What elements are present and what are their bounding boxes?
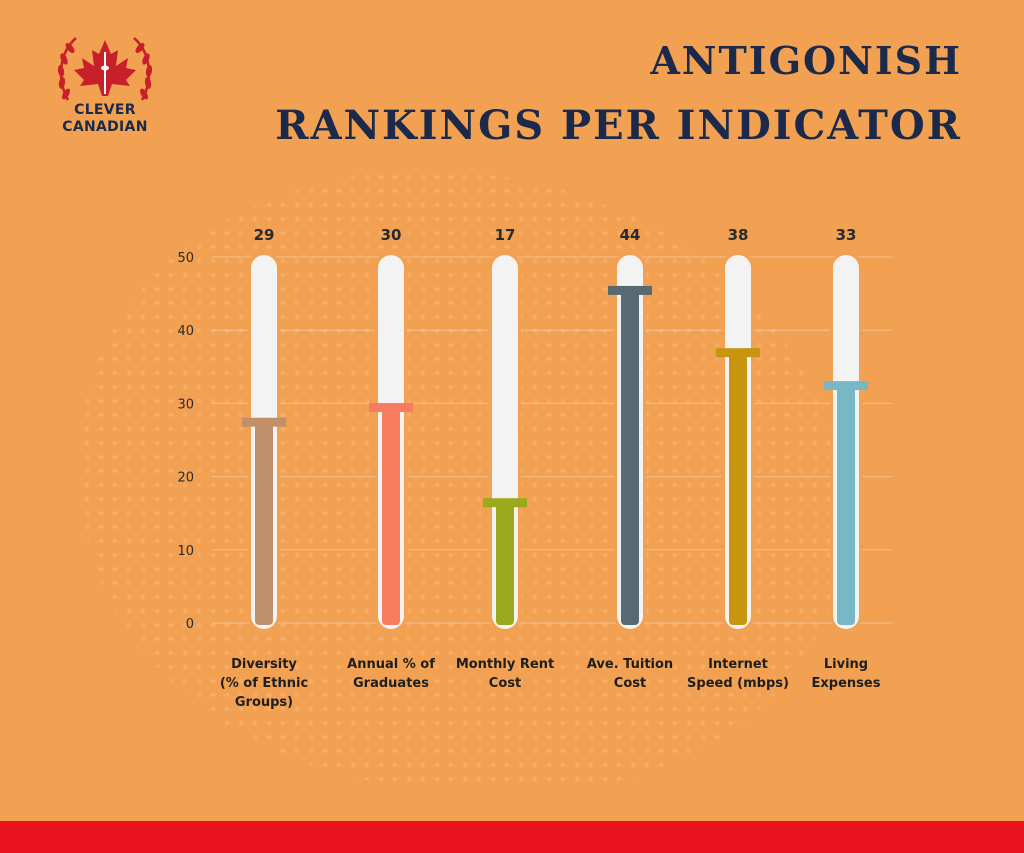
category-label: Speed (mbps)	[687, 676, 789, 691]
bottom-accent-bar	[0, 821, 1024, 853]
y-tick-label: 10	[177, 544, 194, 559]
category-label: Expenses	[812, 676, 881, 691]
bar-group: 17 Monthly Rent Cost	[456, 226, 554, 691]
category-label: Diversity	[231, 657, 297, 672]
y-tick-label: 0	[186, 617, 194, 632]
bar-cap	[242, 417, 286, 427]
bar-fill-bottom	[382, 607, 400, 625]
page-title-line-2: RANKINGS PER INDICATOR	[275, 102, 962, 149]
bar-cap	[483, 498, 527, 508]
category-label: Monthly Rent	[456, 657, 554, 672]
category-label: Ave. Tuition	[587, 657, 673, 672]
value-label: 44	[620, 226, 641, 244]
bar-fill-bottom	[255, 607, 273, 625]
bar-fill-bottom	[729, 607, 747, 625]
bar-group: 29 Diversity (% of Ethnic Groups)	[220, 226, 308, 710]
category-label: Graduates	[353, 676, 429, 691]
bar-cap	[369, 403, 413, 413]
category-label: Cost	[489, 676, 521, 691]
bar-fill	[729, 352, 747, 625]
y-tick-label: 40	[177, 324, 194, 339]
bar-group: 44 Ave. Tuition Cost	[587, 226, 673, 691]
bar-fill-bottom	[496, 607, 514, 625]
category-label: Groups)	[235, 695, 293, 710]
brand-line-1: CLEVER	[74, 102, 136, 118]
value-label: 38	[728, 226, 749, 244]
category-label: Internet	[708, 657, 768, 672]
bar-fill	[496, 502, 514, 625]
category-label: Cost	[614, 676, 646, 691]
bar-fill	[382, 407, 400, 625]
bar-fill	[255, 421, 273, 625]
bar-group: 38 Internet Speed (mbps)	[687, 226, 789, 691]
bar-cap	[608, 285, 652, 295]
background-dot-map	[80, 170, 840, 790]
category-label: (% of Ethnic	[220, 676, 308, 691]
bar-group: 30 Annual % of Graduates	[347, 226, 435, 691]
value-label: 33	[836, 226, 857, 244]
bar-fill	[837, 385, 855, 625]
value-label: 17	[495, 226, 516, 244]
bar-fill	[621, 289, 639, 625]
brand-line-2: CANADIAN	[62, 119, 148, 135]
bar-fill-bottom	[621, 607, 639, 625]
bar-cap	[824, 381, 868, 391]
y-tick-label: 30	[177, 397, 194, 412]
category-label: Living	[824, 657, 868, 672]
bar-group: 33 Living Expenses	[812, 226, 881, 691]
y-tick-label: 20	[177, 471, 194, 486]
bar-fill-bottom	[837, 607, 855, 625]
maple-leaf-logo-icon	[57, 37, 153, 101]
value-label: 29	[254, 226, 275, 244]
page-title-line-1: ANTIGONISH	[650, 38, 962, 83]
y-tick-label: 50	[177, 251, 194, 266]
bar-cap	[716, 348, 760, 358]
value-label: 30	[381, 226, 402, 244]
category-label: Annual % of	[347, 657, 435, 672]
